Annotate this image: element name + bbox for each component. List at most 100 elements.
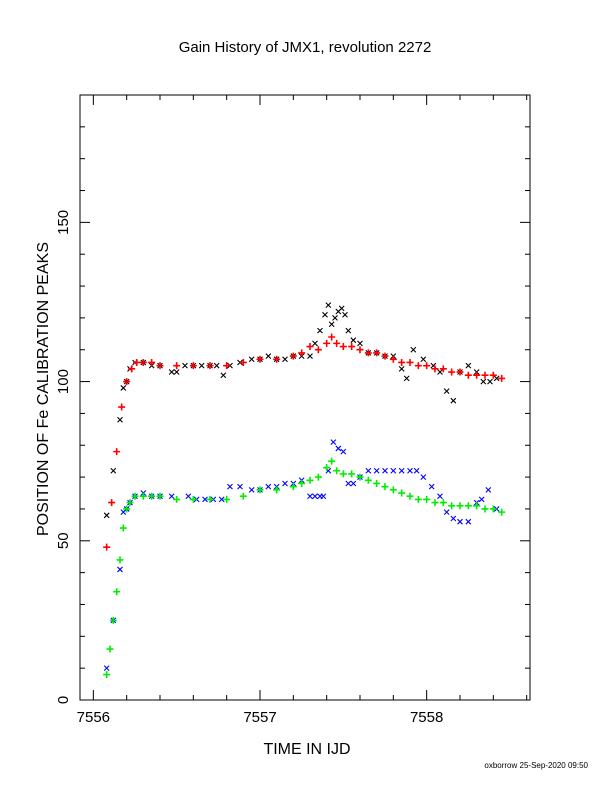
data-point (322, 311, 328, 318)
data-point (414, 362, 422, 370)
data-point (307, 493, 313, 500)
data-point (373, 467, 380, 474)
data-point (339, 343, 347, 351)
data-point (381, 483, 389, 491)
data-point (398, 467, 405, 474)
data-point (282, 480, 288, 487)
data-point (373, 479, 381, 487)
data-point (323, 339, 331, 347)
data-point (348, 470, 356, 478)
data-point (328, 333, 336, 341)
data-point (489, 505, 497, 513)
data-point (390, 467, 397, 474)
data-point (364, 476, 372, 484)
data-point (298, 479, 306, 487)
data-point (306, 343, 314, 351)
data-point (493, 375, 500, 382)
data-point (131, 492, 139, 500)
data-point (481, 371, 489, 379)
data-point (110, 467, 117, 474)
data-point (206, 495, 214, 503)
data-point (348, 343, 356, 351)
data-point (314, 346, 322, 354)
data-point (365, 467, 372, 474)
data-point (113, 588, 121, 596)
data-point (314, 473, 322, 481)
data-point (332, 315, 338, 321)
data-point (340, 448, 347, 455)
data-point (389, 355, 397, 363)
data-point (182, 362, 188, 369)
data-point (342, 311, 348, 318)
data-point (413, 467, 420, 474)
data-point (173, 369, 180, 375)
data-point (498, 374, 506, 382)
data-point (248, 356, 255, 363)
data-point (364, 349, 372, 357)
data-point (338, 305, 345, 312)
data-point (198, 362, 205, 369)
data-point (185, 493, 192, 500)
x-tick-label: 7557 (243, 709, 276, 726)
data-point (103, 543, 111, 551)
y-tick-label: 0 (55, 696, 72, 704)
data-point (133, 358, 141, 366)
data-point (423, 495, 431, 503)
data-point (478, 496, 485, 503)
x-axis-label: TIME IN IJD (263, 741, 350, 758)
data-point (323, 464, 331, 472)
data-point (206, 362, 214, 370)
data-point (350, 337, 357, 344)
data-point (473, 371, 481, 379)
plot-frame (79, 94, 531, 701)
data-point (156, 492, 164, 500)
data-point (356, 346, 364, 354)
data-point (265, 483, 272, 490)
data-point (389, 486, 397, 494)
data-point (406, 358, 414, 366)
data-point (202, 496, 208, 503)
axis-ticks (80, 94, 530, 701)
data-point (117, 566, 123, 573)
data-point (339, 470, 347, 478)
data-point (248, 486, 255, 493)
data-point (398, 365, 405, 372)
data-point (464, 502, 472, 510)
data-point (473, 502, 481, 510)
data-point (407, 467, 413, 474)
data-point (457, 518, 463, 525)
data-point (325, 302, 332, 309)
data-point (108, 499, 116, 507)
data-point (307, 353, 313, 359)
data-point (328, 457, 336, 465)
data-point (168, 369, 175, 375)
data-point (213, 362, 220, 369)
data-point (113, 448, 121, 456)
data-point (481, 505, 489, 513)
data-point (437, 493, 443, 500)
data-point (420, 474, 427, 480)
data-point (239, 492, 247, 500)
data-point (443, 509, 450, 516)
data-point (109, 616, 117, 624)
data-point (273, 355, 281, 363)
data-point (335, 445, 342, 452)
data-point (448, 368, 456, 376)
data-point (173, 362, 181, 370)
data-point (333, 339, 341, 347)
data-point (410, 346, 417, 353)
data-point (168, 493, 175, 500)
data-point (218, 496, 225, 503)
data-point (485, 486, 492, 493)
data-point (480, 378, 487, 385)
data-point (443, 388, 450, 395)
data-point (428, 483, 435, 490)
data-point (345, 327, 352, 334)
data-point (306, 476, 314, 484)
data-point (403, 375, 410, 382)
x-tick-label: 7558 (410, 709, 443, 726)
data-point (223, 362, 231, 370)
data-point (265, 353, 272, 359)
data-point (381, 352, 389, 360)
